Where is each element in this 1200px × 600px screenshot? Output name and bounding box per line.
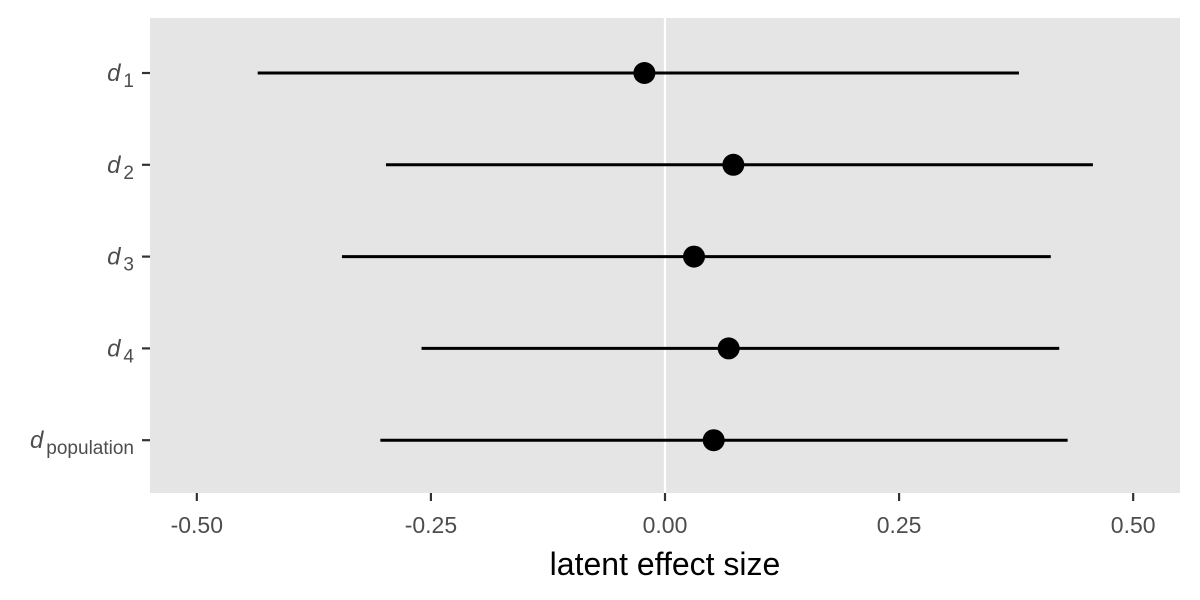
y-label-base: d	[107, 335, 121, 362]
y-label-subscript: 3	[123, 255, 134, 276]
estimate-point	[702, 429, 725, 452]
estimate-point	[717, 337, 740, 360]
estimate-point	[633, 62, 656, 84]
y-label-base: d	[30, 427, 44, 454]
y-label-subscript: 4	[123, 346, 134, 367]
estimate-point	[683, 245, 706, 268]
point-group	[633, 62, 745, 452]
x-tick-label: -0.50	[171, 512, 223, 538]
y-label-subscript: 1	[123, 71, 134, 92]
x-axis-title: latent effect size	[550, 546, 781, 582]
y-tick-label: d population	[30, 427, 134, 459]
y-label-base: d	[107, 152, 121, 179]
estimate-point	[722, 153, 745, 176]
y-label-base: d	[107, 244, 121, 271]
y-label-base: d	[107, 60, 121, 87]
y-label-subscript: 2	[123, 163, 134, 184]
x-tick-label: 0.25	[877, 512, 922, 538]
x-tick-label: 0.50	[1111, 512, 1156, 538]
x-tick-label: 0.00	[643, 512, 688, 538]
y-label-subscript: population	[46, 438, 134, 459]
x-tick-label: -0.25	[405, 512, 457, 538]
y-axis: d 1d 2d 3d 4d population	[30, 60, 150, 459]
x-axis: -0.50 -0.25 0.00 0.25 0.50	[171, 493, 1156, 538]
